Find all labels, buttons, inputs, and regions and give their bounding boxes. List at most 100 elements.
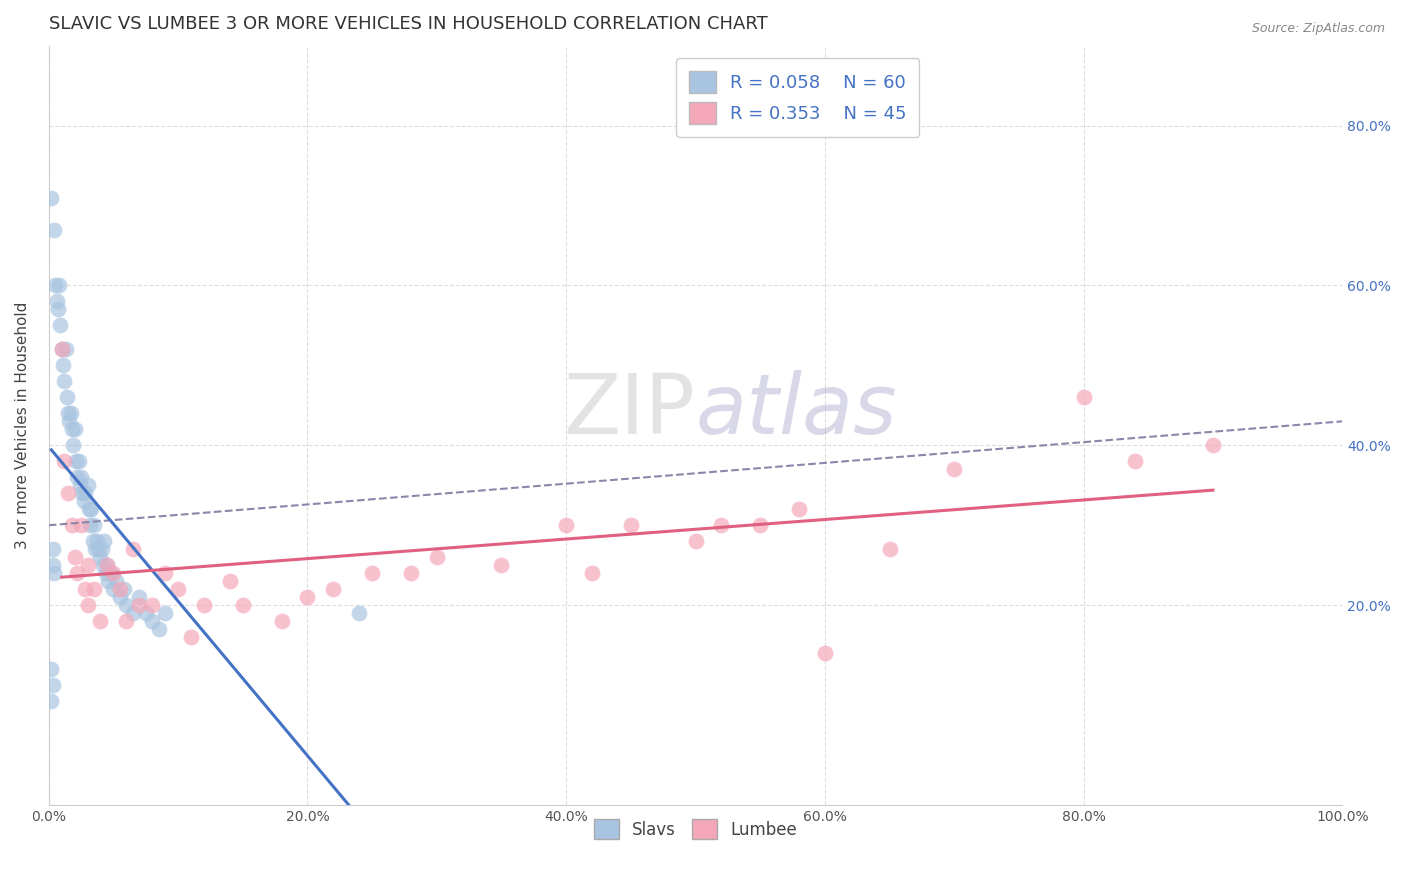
Point: [581, 566, 603, 581]
Point: [89, 614, 111, 628]
Y-axis label: 3 or more Vehicles in Household: 3 or more Vehicles in Household: [15, 301, 30, 549]
Point: [879, 542, 901, 557]
Point: [55, 343, 77, 357]
Point: [51, 343, 73, 357]
Point: [49, 318, 72, 333]
Point: [710, 518, 733, 533]
Point: [60, 518, 83, 533]
Point: [63, 550, 86, 565]
Point: [41, 662, 63, 676]
Point: [73, 486, 96, 500]
Point: [491, 558, 513, 573]
Point: [66, 566, 89, 581]
Point: [46, 302, 69, 317]
Point: [56, 406, 79, 420]
Point: [73, 494, 96, 508]
Point: [108, 582, 131, 597]
Point: [44, 278, 66, 293]
Point: [87, 542, 110, 557]
Point: [53, 454, 76, 468]
Point: [322, 582, 344, 597]
Point: [787, 502, 810, 516]
Point: [685, 534, 707, 549]
Point: [115, 598, 138, 612]
Point: [90, 542, 112, 557]
Point: [943, 462, 966, 476]
Point: [56, 486, 79, 500]
Point: [141, 614, 163, 628]
Point: [70, 518, 93, 533]
Point: [60, 422, 83, 436]
Point: [97, 574, 120, 589]
Point: [69, 478, 91, 492]
Point: [48, 278, 70, 293]
Point: [218, 574, 240, 589]
Text: Source: ZipAtlas.com: Source: ZipAtlas.com: [1251, 22, 1385, 36]
Point: [96, 558, 118, 573]
Point: [105, 574, 128, 589]
Point: [121, 606, 143, 620]
Point: [93, 534, 115, 549]
Point: [96, 558, 118, 573]
Point: [1123, 454, 1146, 468]
Point: [128, 590, 150, 604]
Point: [63, 422, 86, 436]
Point: [51, 343, 73, 357]
Point: [83, 582, 105, 597]
Point: [77, 502, 100, 516]
Point: [41, 190, 63, 204]
Text: SLAVIC VS LUMBEE 3 OR MORE VEHICLES IN HOUSEHOLD CORRELATION CHART: SLAVIC VS LUMBEE 3 OR MORE VEHICLES IN H…: [49, 15, 768, 33]
Point: [814, 646, 837, 660]
Point: [41, 678, 63, 692]
Point: [52, 359, 75, 373]
Point: [91, 558, 114, 573]
Point: [82, 534, 104, 549]
Point: [72, 486, 94, 500]
Point: [153, 566, 176, 581]
Point: [89, 550, 111, 565]
Point: [41, 542, 63, 557]
Point: [128, 598, 150, 612]
Point: [153, 606, 176, 620]
Point: [70, 470, 93, 484]
Point: [76, 598, 98, 612]
Point: [76, 558, 98, 573]
Point: [112, 582, 135, 597]
Point: [56, 390, 79, 404]
Point: [121, 542, 143, 557]
Point: [1202, 438, 1225, 452]
Point: [62, 438, 84, 452]
Point: [41, 694, 63, 708]
Point: [80, 502, 103, 516]
Point: [42, 566, 65, 581]
Point: [83, 518, 105, 533]
Point: [347, 606, 370, 620]
Point: [555, 518, 578, 533]
Point: [59, 406, 82, 420]
Point: [148, 622, 170, 636]
Point: [66, 470, 89, 484]
Text: atlas: atlas: [696, 369, 897, 450]
Point: [73, 582, 96, 597]
Point: [1073, 390, 1095, 404]
Point: [42, 222, 65, 236]
Point: [108, 590, 131, 604]
Point: [58, 414, 80, 428]
Point: [180, 630, 202, 644]
Point: [67, 454, 90, 468]
Point: [399, 566, 422, 581]
Point: [297, 590, 319, 604]
Point: [76, 478, 98, 492]
Point: [620, 518, 643, 533]
Point: [94, 566, 117, 581]
Point: [103, 582, 125, 597]
Point: [141, 598, 163, 612]
Point: [53, 375, 76, 389]
Legend: Slavs, Lumbee: Slavs, Lumbee: [586, 813, 804, 846]
Point: [232, 598, 254, 612]
Point: [361, 566, 384, 581]
Point: [103, 566, 125, 581]
Point: [135, 606, 157, 620]
Point: [270, 614, 292, 628]
Point: [749, 518, 772, 533]
